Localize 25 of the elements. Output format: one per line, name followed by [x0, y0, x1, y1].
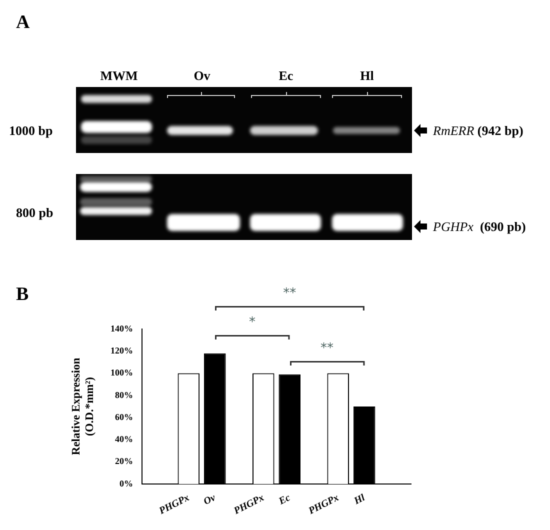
text: PGHPx (690 pb)	[433, 218, 526, 234]
text: Hl	[360, 68, 374, 82]
y-tick-label: 20%	[115, 456, 133, 466]
y-tick-label: 100%	[110, 368, 133, 378]
y-tick-label: 60%	[115, 412, 133, 422]
y-axis-title: Relative Expression (O.D.*mm²)	[70, 357, 96, 456]
text: MWM	[100, 68, 138, 82]
text: Ov	[194, 68, 210, 82]
text: RmERR (942 bp)	[433, 122, 524, 138]
annotation: *	[249, 315, 256, 330]
x-tick-label: Ec	[276, 492, 293, 508]
text: B	[16, 284, 29, 304]
text: 1000 bp	[9, 122, 53, 138]
y-tick-label: 0%	[120, 478, 133, 488]
y-tick-label: 120%	[110, 345, 133, 356]
x-tick-label: Ov	[202, 492, 218, 508]
text: 800 pb	[16, 204, 54, 220]
y-tick-label: 80%	[115, 390, 133, 400]
x-tick-label: Hl	[352, 492, 368, 508]
y-tick-label: 40%	[115, 434, 133, 444]
y-tick-label: 140%	[110, 323, 133, 334]
text: A	[16, 12, 30, 32]
annotation: **	[320, 341, 334, 356]
text: Ec	[278, 68, 294, 82]
text: **	[283, 286, 296, 301]
